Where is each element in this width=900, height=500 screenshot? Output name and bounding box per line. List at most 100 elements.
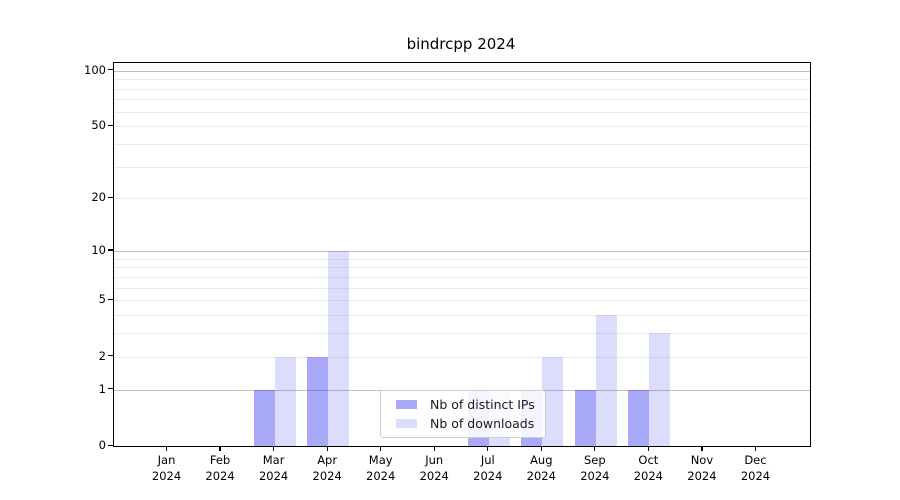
x-tick-year: 2024 [580,468,610,483]
x-tick-year: 2024 [473,468,503,483]
y-tick-label-5: 5 [98,292,106,307]
x-tick-month: Mar [262,453,285,467]
x-tick-jul [487,446,489,451]
x-tick-year: 2024 [633,468,664,483]
x-tick-year: 2024 [258,468,289,483]
x-tick-apr [326,446,328,451]
x-tick-month: Sep [584,453,606,467]
y-tick-0 [108,444,113,446]
y-tick-label-100: 100 [84,62,106,77]
x-tick-label-jun: Jun 2024 [406,453,462,484]
x-tick-month: Jul [480,453,495,467]
gridline-3 [114,333,810,335]
bar-nb-of-distinct-ips-sep [574,389,596,446]
x-tick-month: May [368,453,393,467]
x-tick-label-mar: Mar 2024 [246,453,302,484]
gridline-30 [114,166,810,168]
y-tick-label-20: 20 [91,190,106,205]
gridline-8 [114,267,810,269]
x-tick-label-oct: Oct 2024 [620,453,676,484]
x-tick-month: Apr [317,453,338,467]
y-tick-100 [108,69,113,71]
x-tick-year: 2024 [151,468,182,483]
bar-nb-of-downloads-sep [595,315,617,446]
x-tick-oct [647,446,649,451]
y-tick-label-0: 0 [98,438,106,452]
x-tick-month: Feb [209,453,231,467]
y-tick-label-50: 50 [91,118,106,133]
x-tick-year: 2024 [312,468,342,483]
x-tick-month: Dec [744,453,767,467]
x-tick-feb [219,446,221,451]
y-tick-label-2: 2 [98,348,106,363]
gridline-80 [114,88,810,90]
legend-label-distinct-ips: Nb of distinct IPs [430,397,535,412]
x-tick-month: Jun [425,453,444,467]
gridline-20 [114,198,810,200]
bar-nb-of-distinct-ips-oct [628,389,650,446]
plot-area [113,62,811,447]
legend-swatch-downloads-icon [396,419,417,428]
x-tick-month: Nov [690,453,714,467]
chart-title: bindrcpp 2024 [406,35,516,53]
x-tick-label-apr: Apr 2024 [299,453,355,484]
x-tick-month: Jan [157,453,176,467]
gridline-5 [114,300,810,302]
x-tick-jun [433,446,435,451]
x-tick-label-aug: Aug 2024 [513,453,569,484]
bar-nb-of-distinct-ips-mar [253,389,275,446]
legend-label-downloads: Nb of downloads [430,416,535,431]
x-tick-dec [754,446,757,451]
x-tick-label-may: May 2024 [353,453,409,484]
y-tick-20 [108,196,113,199]
gridline-9 [114,258,810,260]
y-tick-label-1: 1 [98,381,106,396]
gridline-90 [114,79,810,81]
y-tick-2 [108,355,113,357]
x-tick-label-jan: Jan 2024 [139,453,195,484]
y-tick-label-10: 10 [91,242,106,257]
legend: Nb of distinct IPs Nb of downloads [380,390,546,438]
legend-item-downloads: Nb of downloads [381,414,545,433]
bar-nb-of-downloads-mar [274,356,296,446]
x-tick-year: 2024 [526,468,556,483]
x-tick-label-feb: Feb 2024 [192,453,248,484]
gridline-60 [114,111,810,113]
y-tick-50 [108,124,113,126]
x-tick-month: Oct [638,453,659,467]
x-tick-nov [701,446,703,451]
x-tick-year: 2024 [366,468,396,483]
gridline-100 [114,70,810,72]
legend-item-distinct-ips: Nb of distinct IPs [381,395,545,414]
x-tick-year: 2024 [205,468,235,483]
x-tick-mar [273,446,275,451]
y-tick-5 [108,298,113,300]
gridline-6 [114,287,810,289]
bar-nb-of-distinct-ips-apr [307,356,329,446]
x-tick-may [380,446,382,451]
gridline-4 [114,315,810,317]
gridline-50 [114,126,810,128]
y-tick-10 [108,249,113,251]
x-tick-aug [540,446,542,451]
x-tick-year: 2024 [687,468,717,483]
legend-swatch-distinct-ips-icon [396,400,417,409]
gridline-70 [114,99,810,101]
gridline-10 [114,250,810,252]
gridline-7 [114,276,810,278]
x-tick-label-jul: Jul 2024 [460,453,516,484]
y-tick-1 [108,388,113,390]
bar-nb-of-downloads-apr [328,250,350,446]
x-tick-sep [594,446,596,451]
x-tick-jan [165,446,168,451]
gridline-40 [114,143,810,145]
x-tick-month: Aug [530,453,553,467]
x-tick-year: 2024 [419,468,449,483]
bar-nb-of-downloads-aug [542,356,564,446]
bar-nb-of-downloads-oct [649,333,671,446]
x-tick-label-dec: Dec 2024 [727,453,783,484]
gridline-2 [114,356,810,358]
x-tick-label-sep: Sep 2024 [567,453,623,484]
x-tick-year: 2024 [740,468,771,483]
